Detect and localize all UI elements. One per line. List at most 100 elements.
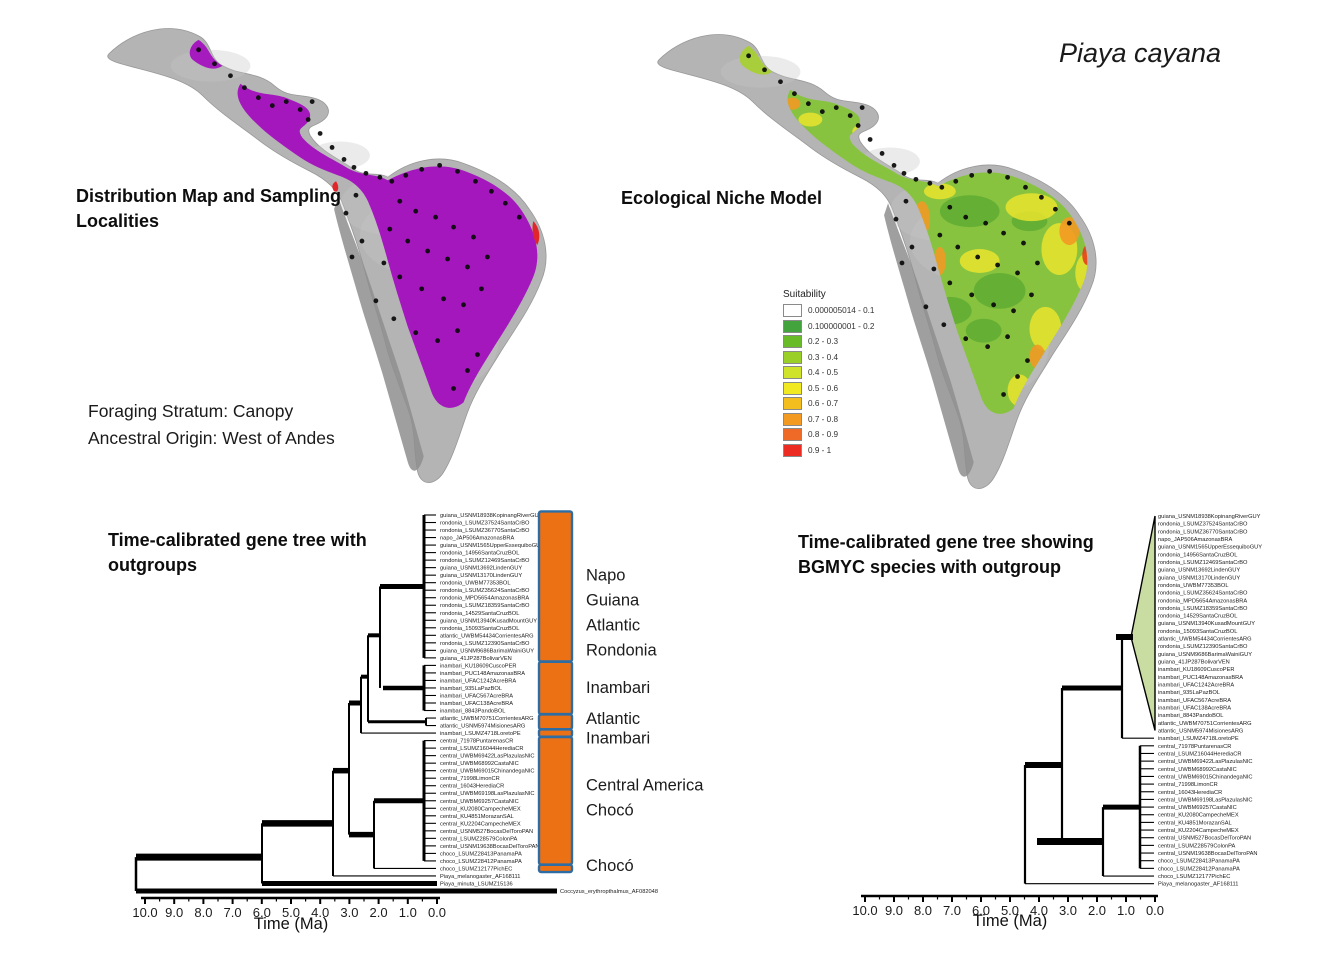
sampling-point: [969, 292, 975, 298]
sampling-point: [433, 214, 439, 220]
sampling-point: [879, 151, 885, 156]
tip-label: rondonia_14529SantaCruzBOL: [1158, 614, 1237, 620]
sampling-point: [1052, 206, 1058, 212]
tip-label: napo_JAP506AmazonasBRA: [440, 536, 515, 542]
legend-swatch: [783, 443, 802, 457]
sampling-point: [985, 344, 991, 350]
left-tree-title: Time-calibrated gene tree with outgroups: [108, 530, 367, 576]
sampling-point: [941, 322, 947, 328]
sampling-point: [445, 256, 450, 262]
clade-label: Chocó: [586, 801, 634, 819]
sampling-point: [419, 286, 425, 292]
tip-label: rondonia_LSUMZ35624SantaCrBO: [440, 588, 530, 594]
clade-group-bar: [537, 510, 574, 663]
legend-row: 0.100000001 - 0.2: [783, 319, 933, 335]
clade-group-bar: [537, 660, 574, 716]
tip-label: Piaya_melanogaster_AF168111: [440, 874, 520, 880]
yellow-patch: [959, 249, 1000, 273]
tip-label: central_KU2080CampecheMEX: [1158, 813, 1239, 819]
tip-label: guiana_USNM9686BarimaWainiGUY: [440, 648, 534, 654]
tip-label: guiana_USNM1565UpperEssequiboGUY: [440, 543, 544, 549]
sampling-point: [317, 131, 323, 136]
sampling-point: [903, 198, 909, 204]
collapsed-clade-triangle: [1130, 515, 1156, 731]
sampling-point: [1039, 194, 1044, 200]
right-axis-tick-label: 7.0: [943, 903, 961, 918]
tip-label: guiana_USNM13170LindenGUY: [1158, 575, 1240, 581]
distribution-map-title: Distribution Map and Sampling Localities: [76, 186, 341, 232]
right-axis-tick-label: 0.0: [1146, 903, 1164, 918]
right-time-axis-label: Time (Ma): [972, 912, 1048, 930]
tip-label: choco_LSUMZ12177PichEC: [1158, 874, 1230, 880]
legend-class-label: 0.000005014 - 0.1: [808, 306, 875, 316]
left-axis-tick-label: 6.0: [253, 905, 271, 920]
tip-label: guiana_USNM13692LindenGUY: [440, 566, 522, 572]
enm-title: Ecological Niche Model: [621, 188, 823, 208]
clade-label: Napo: [586, 566, 625, 584]
tip-label: guiana_USNM9686BarimaWainiGUY: [1158, 652, 1252, 658]
sampling-point: [859, 105, 865, 111]
sampling-point: [437, 162, 443, 168]
tip-label: inambari_UFAC1242AcreBRA: [440, 678, 516, 684]
sampling-point: [867, 137, 873, 142]
sampling-point: [397, 274, 403, 280]
sampling-point: [465, 368, 470, 373]
tip-label: Coccyzus_erythropthalmus_AF082048: [560, 889, 658, 895]
tip-label: atlantic_UWBM54434CorrientesARG: [1158, 637, 1252, 643]
sampling-point: [455, 168, 460, 174]
tip-label: atlantic_UWBM70751CorrientesARG: [440, 716, 534, 722]
sampling-point: [309, 99, 315, 105]
tip-label: choco_LSUMZ28412PanamaPA: [440, 859, 522, 865]
tip-label: rondonia_LSUMZ12469SantaCrBO: [440, 558, 530, 564]
right-axis-tick-label: 3.0: [1059, 903, 1077, 918]
tip-label: rondonia_UWBM77353BOL: [440, 581, 511, 587]
sampling-point: [297, 107, 303, 112]
yellow-patch: [1005, 193, 1058, 222]
legend-class-label: 0.3 - 0.4: [808, 352, 839, 362]
tip-label: central_USNM527BocasDelToroPAN: [440, 829, 533, 835]
left-axis-tick-label: 8.0: [194, 905, 212, 920]
foraging-stratum-text: Foraging Stratum: Canopy: [88, 401, 294, 421]
distribution-map: [107, 28, 547, 483]
right-axis-tick-label: 8.0: [914, 903, 932, 918]
tip-label: rondonia_15093SantaCruzBOL: [440, 626, 519, 632]
sampling-point: [351, 164, 357, 170]
sampling-point: [413, 330, 419, 336]
sampling-point: [963, 336, 969, 342]
sampling-point: [397, 198, 403, 204]
tip-label: guiana_41JP287BolivarVEN: [440, 656, 512, 662]
sampling-point: [1025, 358, 1030, 363]
tip-label: central_KU2204CampecheMEX: [1158, 828, 1239, 834]
sampling-point: [451, 224, 456, 230]
legend-row: 0.8 - 0.9: [783, 427, 933, 443]
sampling-point: [391, 316, 397, 322]
tip-label: rondonia_LSUMZ36770SantaCrBO: [1158, 529, 1248, 535]
sampling-point: [891, 162, 897, 168]
sampling-point: [819, 109, 825, 114]
sampling-point: [413, 208, 419, 214]
tip-label: inambari_KU18609CuscoPER: [440, 663, 517, 669]
right-axis-tick-label: 9.0: [885, 903, 903, 918]
tip-label: inambari_UFAC567AcreBRA: [440, 693, 513, 699]
tip-label: inambari_PUC148AmazonasBRA: [1158, 675, 1243, 681]
sampling-point: [196, 47, 201, 53]
sampling-point: [373, 298, 379, 304]
right-axis-tick-label: 4.0: [1030, 903, 1048, 918]
sampling-point: [1023, 184, 1028, 190]
yellow-patch: [798, 112, 823, 127]
sampling-point: [913, 176, 919, 182]
tip-label: central_USNM19638BocasDelToroPAN: [440, 844, 539, 850]
sampling-point: [923, 304, 929, 310]
sampling-point: [931, 266, 937, 272]
sampling-point: [389, 178, 395, 184]
legend-class-label: 0.4 - 0.5: [808, 368, 839, 378]
tip-label: central_71998LimonCR: [1158, 782, 1218, 788]
sampling-point: [212, 61, 217, 67]
tip-label: central_UWBM69422LasPlazulasNIC: [440, 754, 535, 760]
sampling-point: [1035, 260, 1040, 266]
sampling-point: [228, 73, 233, 79]
tip-label: central_16043HerediaCR: [1158, 790, 1222, 796]
legend-swatch: [783, 304, 802, 318]
sampling-point: [1021, 240, 1026, 246]
